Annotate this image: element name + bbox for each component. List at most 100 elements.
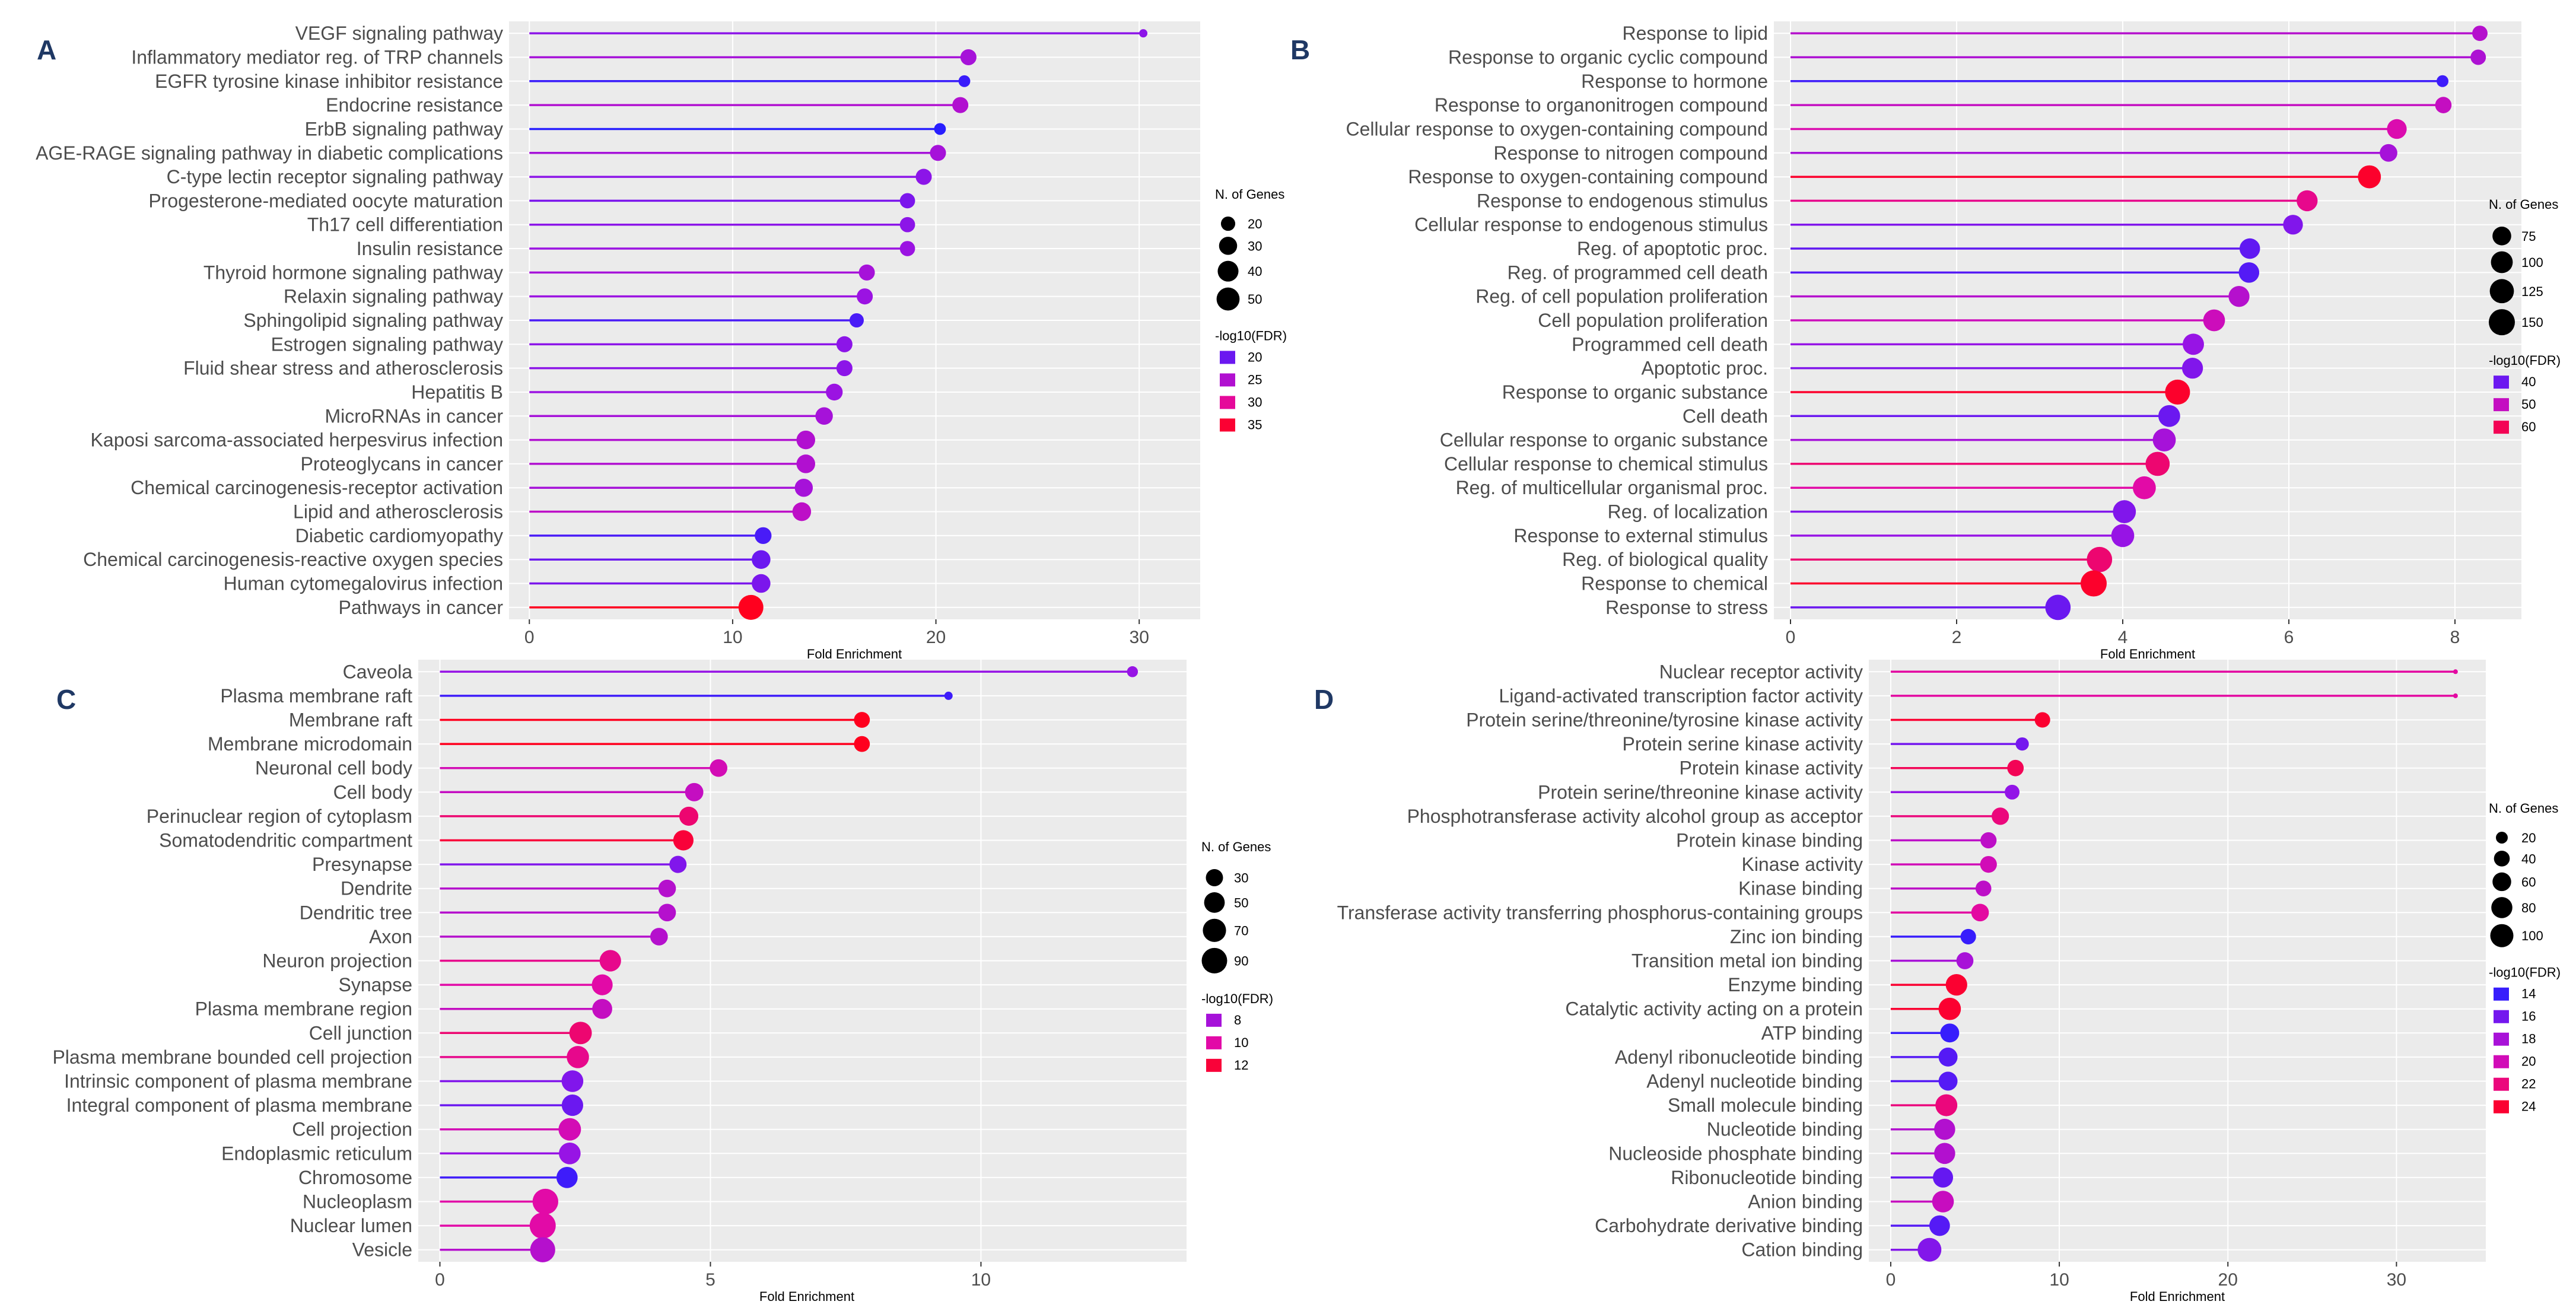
- color-legend-swatch: [1220, 351, 1235, 364]
- lollipop-dot: [599, 950, 621, 972]
- lollipop-dot: [849, 313, 864, 328]
- category-label: Anion binding: [1748, 1191, 1863, 1213]
- category-label: Lipid and atherosclerosis: [293, 501, 503, 523]
- size-legend-title: N. of Genes: [2489, 197, 2558, 212]
- category-label: Dendrite: [341, 878, 412, 899]
- lollipop-dot: [752, 574, 771, 593]
- color-legend-label: 16: [2521, 1009, 2536, 1024]
- category-label: Kinase binding: [1738, 878, 1863, 899]
- lollipop-dot: [567, 1046, 589, 1068]
- panel-c: C Caveola Plasma membrane raft Membrane raf…: [52, 660, 1273, 1304]
- lollipop-dot: [1945, 973, 1967, 996]
- category-label: Chromosome: [298, 1167, 412, 1188]
- lollipop-dot: [857, 288, 873, 305]
- lollipop-dot: [2283, 215, 2303, 235]
- color-legend-label: 25: [1248, 372, 1262, 387]
- category-label: Sphingolipid signaling pathway: [243, 310, 503, 331]
- lollipop-dot: [658, 903, 676, 922]
- category-label: ATP binding: [1761, 1022, 1863, 1043]
- color-legend-swatch: [2494, 1100, 2509, 1113]
- lollipop-dot: [558, 1118, 581, 1141]
- lollipop-dot: [2472, 26, 2488, 42]
- category-label: Plasma membrane region: [195, 998, 412, 1020]
- x-tick-label: 20: [926, 628, 946, 647]
- size-legend-dot: [1217, 260, 1239, 282]
- color-legend-swatch: [1220, 396, 1235, 409]
- lollipop-dot: [1960, 928, 1976, 944]
- category-label: VEGF signaling pathway: [295, 23, 503, 44]
- lollipop-dot: [2239, 238, 2260, 259]
- category-label: Proteoglycans in cancer: [300, 453, 503, 475]
- lollipop-dot: [532, 1188, 558, 1215]
- x-tick-label: 30: [1130, 628, 1149, 647]
- lollipop-dot: [2007, 759, 2024, 777]
- size-legend-dot: [2494, 851, 2510, 867]
- lollipop-dot: [836, 336, 853, 352]
- category-label: Relaxin signaling pathway: [284, 286, 503, 307]
- lollipop-dot: [529, 1213, 556, 1239]
- x-tick-label: 0: [435, 1270, 445, 1290]
- category-label: Cell population proliferation: [1538, 310, 1768, 331]
- x-tick-label: 10: [971, 1270, 991, 1290]
- lollipop-dot: [2152, 428, 2176, 451]
- category-label: Response to nitrogen compound: [1493, 142, 1768, 164]
- x-tick-label: 10: [2049, 1270, 2069, 1290]
- category-label: Human cytomegalovirus infection: [224, 573, 503, 594]
- category-label: Estrogen signaling pathway: [271, 333, 503, 355]
- lollipop-dot: [673, 830, 694, 851]
- lollipop-dot: [2133, 476, 2156, 499]
- size-legend-label: 90: [1234, 953, 1248, 968]
- color-legend-label: 14: [2521, 987, 2536, 1001]
- color-legend-label: 35: [1248, 417, 1262, 432]
- category-label: Response to chemical: [1581, 573, 1768, 594]
- color-legend-label: 20: [2521, 1054, 2536, 1069]
- lollipop-dot: [899, 217, 915, 233]
- lollipop-dot: [755, 527, 772, 545]
- size-legend-dot: [1201, 947, 1227, 973]
- lollipop-dot: [796, 430, 816, 450]
- lollipop-dot: [796, 454, 816, 473]
- category-label: Protein serine kinase activity: [1622, 733, 1863, 755]
- lollipop-dot: [1933, 1167, 1954, 1188]
- category-label: Caveola: [343, 661, 413, 682]
- lollipop-dot: [685, 782, 704, 801]
- lollipop-dot: [2034, 712, 2050, 728]
- lollipop-dot: [592, 998, 612, 1019]
- category-label: C-type lectin receptor signaling pathway: [167, 166, 503, 187]
- lollipop-dot: [1940, 1023, 1960, 1043]
- category-label: Nucleotide binding: [1707, 1119, 1863, 1140]
- lollipop-dot: [2238, 262, 2260, 283]
- lollipop-dot: [899, 241, 915, 256]
- lollipop-dot: [1932, 1191, 1954, 1213]
- color-legend: -log10(FDR) 8 10 12: [1201, 991, 1273, 1073]
- size-legend-title: N. of Genes: [2489, 801, 2558, 816]
- size-legend-dot: [2491, 251, 2513, 273]
- category-label: Response to endogenous stimulus: [1477, 190, 1768, 211]
- lollipop-dot: [1938, 997, 1961, 1020]
- color-legend-swatch: [2494, 1055, 2509, 1068]
- lollipop-dot: [1971, 903, 1989, 922]
- size-legend-dot: [2496, 832, 2508, 844]
- size-legend-dot: [2489, 309, 2515, 336]
- category-label: Reg. of multicellular organismal proc.: [1456, 477, 1768, 498]
- color-legend-label: 30: [1248, 394, 1262, 409]
- color-legend-swatch: [1206, 1058, 1222, 1072]
- category-label: Catalytic activity acting on a protein: [1565, 998, 1863, 1020]
- size-legend-label: 30: [1234, 871, 1248, 886]
- color-legend-swatch: [1220, 418, 1235, 432]
- size-legend-label: 100: [2521, 255, 2543, 270]
- x-tick-label: 0: [524, 628, 535, 647]
- size-legend-dot: [2489, 279, 2514, 304]
- lollipop-dot: [958, 75, 971, 87]
- color-legend-label: 20: [1248, 349, 1262, 364]
- category-label: Carbohydrate derivative binding: [1595, 1215, 1863, 1236]
- color-legend-swatch: [1220, 373, 1235, 387]
- lollipop-dot: [1929, 1215, 1950, 1236]
- lollipop-dot: [1938, 1071, 1958, 1091]
- lollipop-dot: [1980, 832, 1997, 849]
- lollipop-dot: [2203, 309, 2225, 332]
- size-legend-dot: [1204, 892, 1225, 913]
- lollipop-dot: [650, 928, 668, 946]
- category-label: Somatodendritic compartment: [159, 830, 412, 851]
